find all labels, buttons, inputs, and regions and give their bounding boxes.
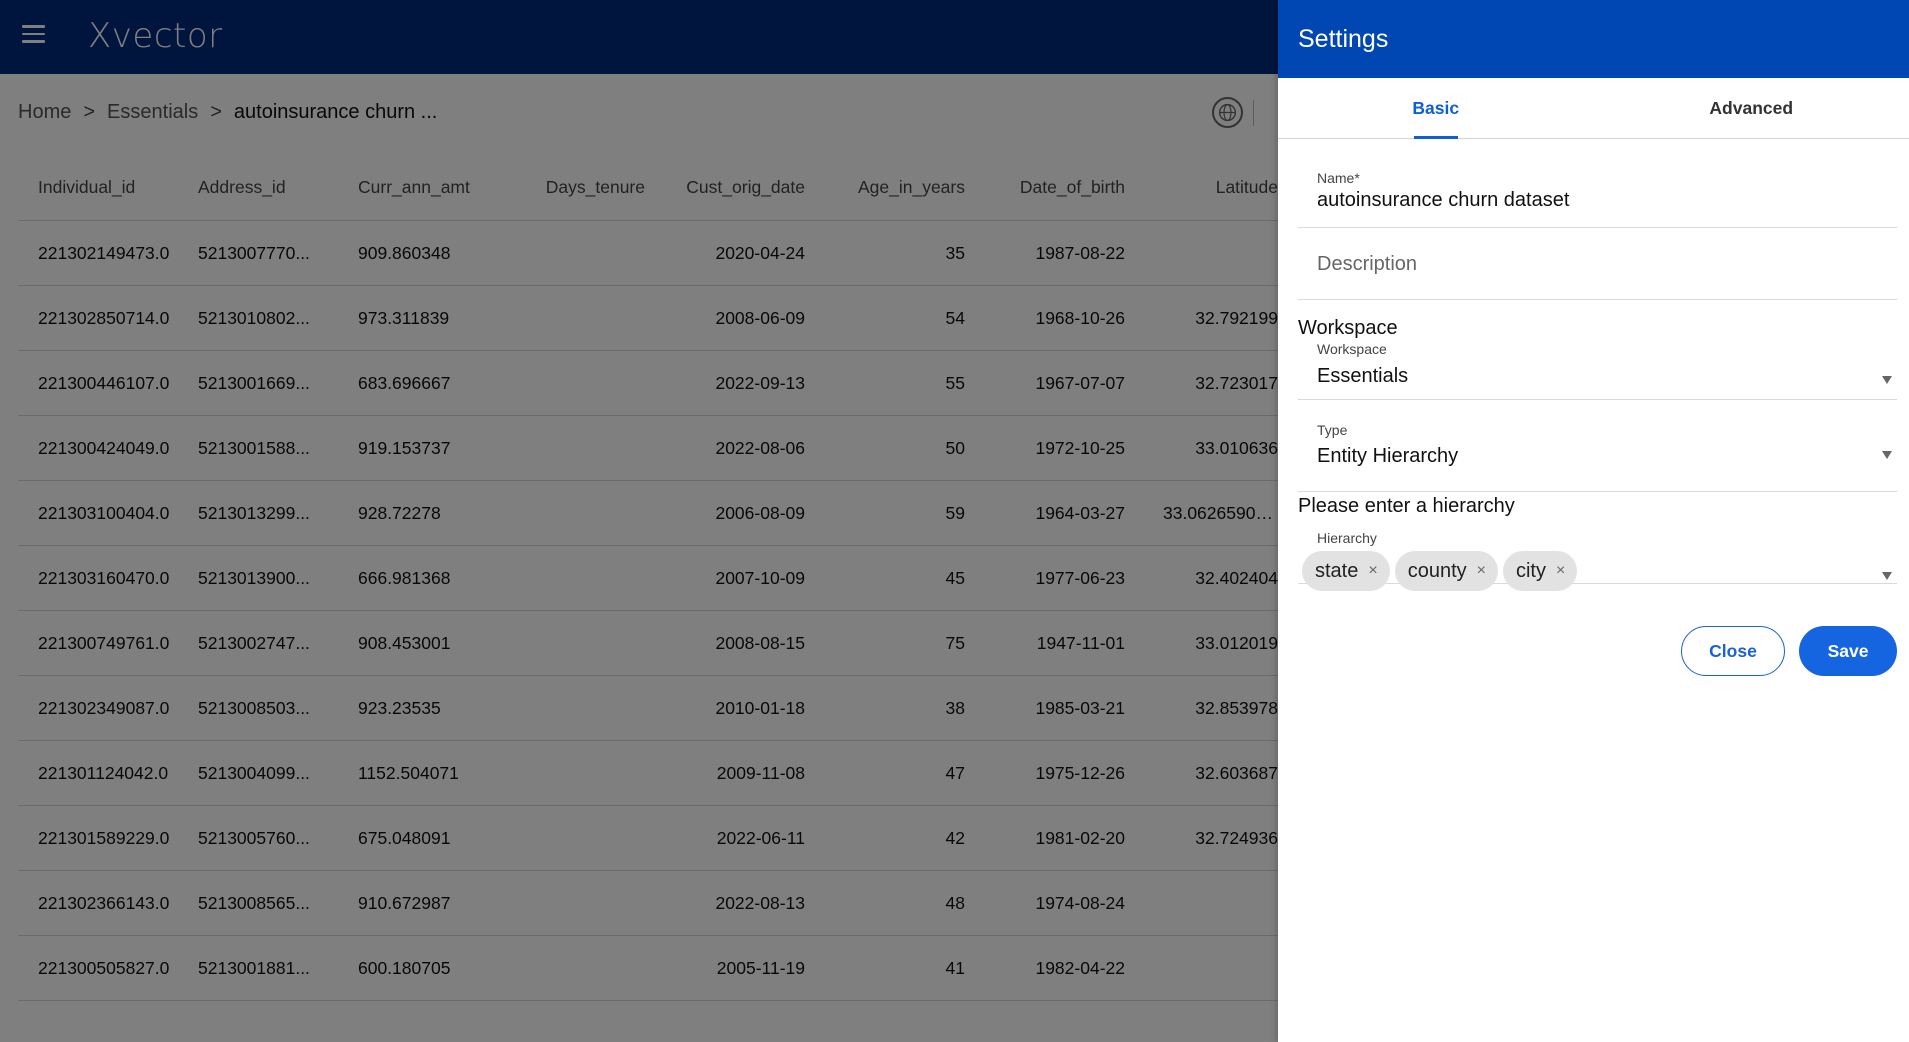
type-select[interactable]: Type Entity Hierarchy [1298, 400, 1897, 492]
drawer-actions: Close Save [1681, 626, 1897, 676]
close-button[interactable]: Close [1681, 626, 1785, 676]
hierarchy-chip[interactable]: city × [1502, 551, 1578, 591]
settings-tabs: Basic Advanced [1278, 78, 1909, 139]
chip-label: city [1515, 559, 1546, 582]
name-label: Name* [1317, 170, 1360, 186]
hierarchy-hint: Please enter a hierarchy [1298, 495, 1515, 517]
chip-label: state [1315, 559, 1359, 582]
workspace-label: Workspace [1317, 341, 1387, 357]
description-field[interactable]: Description [1298, 228, 1897, 300]
hierarchy-select[interactable]: Hierarchy state × county × city × [1298, 518, 1897, 591]
workspace-select[interactable]: Workspace Essentials [1298, 340, 1897, 400]
close-icon[interactable]: × [1368, 562, 1378, 579]
close-icon[interactable]: × [1555, 562, 1566, 579]
settings-form: Name* autoinsurance churn dataset Descri… [1278, 139, 1909, 591]
drawer-title: Settings [1278, 0, 1909, 78]
name-value[interactable]: autoinsurance churn dataset [1317, 189, 1570, 211]
hierarchy-chip[interactable]: county × [1394, 551, 1498, 591]
workspace-section-label: Workspace [1298, 317, 1398, 339]
description-placeholder[interactable]: Description [1317, 253, 1418, 275]
chevron-down-icon[interactable] [1882, 376, 1892, 384]
hierarchy-chip[interactable]: state × [1302, 551, 1390, 591]
workspace-value: Essentials [1317, 365, 1409, 387]
tab-advanced[interactable]: Advanced [1709, 97, 1794, 118]
settings-drawer: Settings Basic Advanced Name* autoinsura… [1278, 0, 1909, 1042]
type-label: Type [1317, 422, 1348, 438]
chevron-down-icon[interactable] [1882, 572, 1892, 580]
name-field[interactable]: Name* autoinsurance churn dataset [1298, 139, 1897, 228]
modal-backdrop[interactable] [0, 0, 1278, 1042]
save-button[interactable]: Save [1799, 626, 1897, 676]
hierarchy-chips: state × county × city × [1298, 551, 1897, 591]
hierarchy-label: Hierarchy [1317, 530, 1377, 546]
close-icon[interactable]: × [1476, 562, 1486, 579]
chevron-down-icon[interactable] [1882, 451, 1892, 459]
tab-basic[interactable]: Basic [1278, 78, 1594, 138]
chip-label: county [1407, 559, 1467, 582]
type-value: Entity Hierarchy [1317, 445, 1459, 467]
